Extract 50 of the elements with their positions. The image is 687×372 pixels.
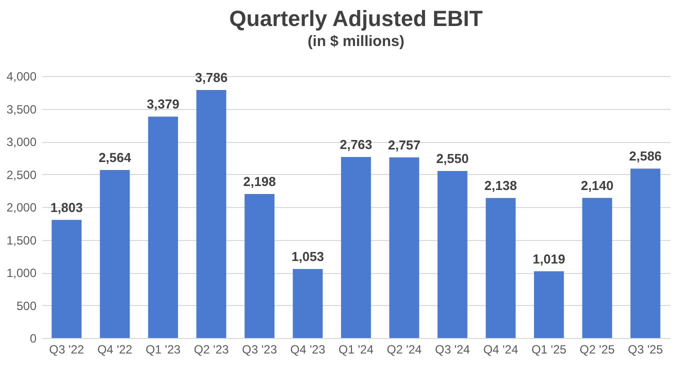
x-tick-label: Q3 '25	[628, 342, 664, 356]
y-tick-label: 3,000	[6, 135, 37, 149]
bar	[341, 157, 371, 338]
data-label: 2,586	[629, 148, 662, 164]
data-label: 1,053	[291, 249, 324, 264]
bar	[630, 168, 660, 338]
bar	[100, 170, 130, 338]
chart-subtitle: (in $ millions)	[308, 33, 404, 50]
bar	[292, 269, 323, 338]
x-tick-label: Q2 '23	[194, 342, 230, 356]
x-tick-label: Q1 '23	[146, 342, 181, 356]
y-tick-label: 4,000	[6, 70, 37, 84]
x-tick-label: Q1 '25	[531, 342, 567, 356]
y-tick-label: 1,000	[6, 266, 37, 280]
data-label: 2,550	[436, 150, 469, 166]
y-tick-label: 500	[16, 298, 37, 313]
y-tick-label: 0	[30, 332, 37, 346]
data-label: 2,757	[388, 137, 421, 152]
x-tick-label: Q4 '23	[290, 342, 326, 356]
data-label: 1,019	[532, 251, 566, 266]
bar	[148, 116, 178, 338]
data-label: 2,140	[580, 178, 614, 193]
x-tick-label: Q4 '24	[483, 342, 519, 356]
data-label: 2,763	[340, 137, 372, 152]
data-label: 2,198	[243, 174, 276, 190]
x-tick-label: Q3 '23	[242, 342, 278, 356]
data-label: 2,564	[98, 150, 132, 166]
data-label: 3,786	[195, 70, 228, 86]
y-tick-label: 1,500	[6, 233, 37, 248]
bar	[196, 90, 226, 338]
data-label: 1,803	[50, 200, 83, 215]
x-tick-label: Q3 '22	[49, 342, 84, 356]
y-tick-label: 3,500	[6, 102, 37, 116]
bar	[486, 198, 516, 338]
x-tick-label: Q2 '25	[580, 342, 615, 356]
bar	[534, 271, 564, 338]
bar	[582, 198, 612, 338]
data-label: 2,138	[484, 178, 517, 193]
x-tick-label: Q3 '24	[434, 342, 470, 356]
y-tick-label: 2,500	[6, 168, 37, 182]
x-tick-label: Q4 '22	[97, 342, 133, 356]
data-label: 3,379	[146, 96, 180, 112]
y-tick-label: 2,000	[6, 200, 37, 214]
x-tick-label: Q2 '24	[386, 342, 422, 356]
bar	[438, 170, 468, 338]
chart-title: Quarterly Adjusted EBIT	[229, 6, 484, 31]
bar	[244, 194, 274, 338]
x-tick-label: Q1 '24	[338, 342, 374, 356]
bar	[389, 157, 420, 338]
bar	[52, 220, 82, 338]
